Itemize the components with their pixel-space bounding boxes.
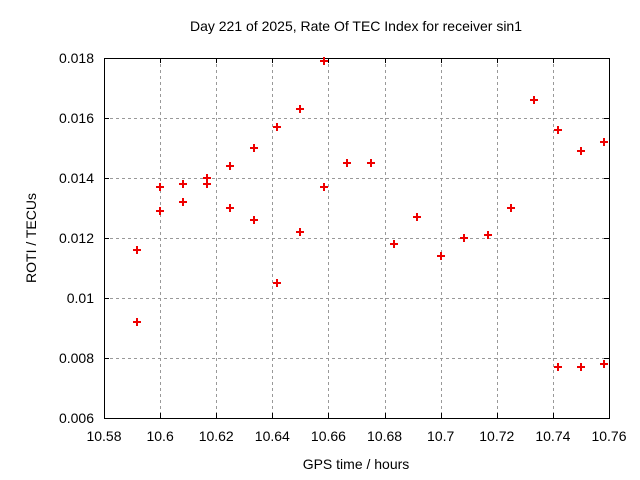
- data-point-marker: [484, 231, 492, 239]
- data-point-marker: [179, 180, 187, 188]
- data-point-marker: [273, 123, 281, 131]
- data-point-marker: [577, 363, 585, 371]
- data-point-marker: [179, 198, 187, 206]
- x-tick-label: 10.62: [199, 428, 234, 444]
- data-point-marker: [530, 96, 538, 104]
- data-point-marker: [577, 147, 585, 155]
- x-tick-label: 10.74: [535, 428, 570, 444]
- y-tick-label: 0.006: [59, 410, 94, 426]
- x-tick-label: 10.76: [591, 428, 626, 444]
- data-point-marker: [554, 363, 562, 371]
- data-point-marker: [156, 183, 164, 191]
- x-tick-label: 10.68: [367, 428, 402, 444]
- data-point-marker: [133, 246, 141, 254]
- data-point-marker: [600, 360, 608, 368]
- tick-layer: [104, 58, 610, 419]
- y-tick-label: 0.018: [59, 50, 94, 66]
- x-tick-label: 10.64: [255, 428, 290, 444]
- data-point-marker: [320, 57, 328, 65]
- y-tick-label: 0.008: [59, 350, 94, 366]
- x-tick-label: 10.58: [86, 428, 121, 444]
- grid-layer: [104, 58, 609, 418]
- data-point-marker: [273, 279, 281, 287]
- data-point-marker: [250, 144, 258, 152]
- x-tick-label: 10.66: [311, 428, 346, 444]
- data-point-marker: [437, 252, 445, 260]
- tick-label-layer: 10.58 10.6 10.62 10.64 10.66 10.68 10.7 10.72 10…: [59, 50, 627, 444]
- data-point-marker: [296, 228, 304, 236]
- y-tick-label: 0.01: [67, 290, 94, 306]
- y-tick-label: 0.016: [59, 110, 94, 126]
- data-point-marker: [413, 213, 421, 221]
- y-tick-label: 0.014: [59, 170, 94, 186]
- x-axis-label: GPS time / hours: [303, 456, 410, 472]
- x-tick-label: 10.72: [479, 428, 514, 444]
- data-point-marker: [226, 162, 234, 170]
- data-point-marker: [226, 204, 234, 212]
- data-point-layer: [133, 57, 608, 371]
- data-point-marker: [367, 159, 375, 167]
- data-point-marker: [343, 159, 351, 167]
- y-axis-label: ROTI / TECUs: [23, 193, 39, 283]
- data-point-marker: [320, 183, 328, 191]
- data-point-marker: [390, 240, 398, 248]
- data-point-marker: [203, 180, 211, 188]
- x-tick-label: 10.7: [427, 428, 454, 444]
- data-point-marker: [460, 234, 468, 242]
- data-point-marker: [156, 207, 164, 215]
- data-point-marker: [507, 204, 515, 212]
- data-point-marker: [250, 216, 258, 224]
- data-point-marker: [554, 126, 562, 134]
- y-tick-label: 0.012: [59, 230, 94, 246]
- data-point-marker: [133, 318, 141, 326]
- x-tick-label: 10.6: [146, 428, 173, 444]
- data-point-marker: [296, 105, 304, 113]
- data-point-marker: [600, 138, 608, 146]
- chart-title: Day 221 of 2025, Rate Of TEC Index for r…: [190, 18, 522, 34]
